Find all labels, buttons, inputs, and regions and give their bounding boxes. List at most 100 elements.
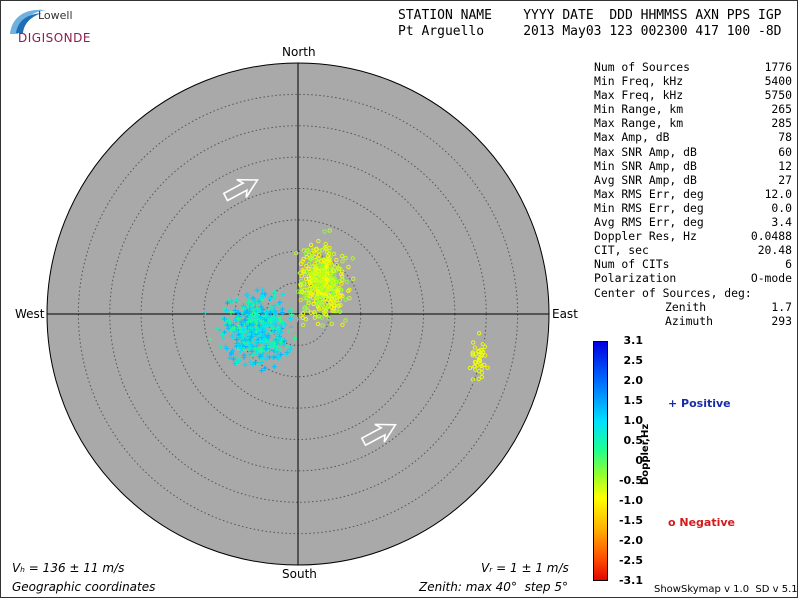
negative-source-point bbox=[339, 281, 344, 286]
positive-source-point bbox=[253, 320, 259, 326]
stat-value: 12.0 bbox=[764, 186, 792, 201]
stat-value: 60 bbox=[778, 144, 792, 159]
positive-source-point bbox=[240, 310, 246, 316]
positive-source-point bbox=[232, 308, 238, 314]
positive-source-point bbox=[241, 340, 247, 346]
stat-row: Max RMS Err, deg 12.0 bbox=[594, 187, 792, 201]
stat-value: 0.0 bbox=[771, 200, 792, 215]
logo-swoosh-icon bbox=[10, 9, 46, 34]
negative-source-point bbox=[311, 263, 316, 269]
negative-source-point bbox=[316, 314, 321, 319]
colorbar-tick-label: 2.0 bbox=[623, 374, 644, 387]
positive-source-point bbox=[284, 350, 290, 356]
stat-label: Min RMS Err, deg bbox=[594, 200, 704, 215]
colorbar-tick-label: -2.0 bbox=[618, 534, 643, 547]
negative-source-point bbox=[332, 273, 337, 278]
positive-source-point bbox=[207, 336, 213, 342]
negative-source-point bbox=[300, 315, 305, 321]
negative-source-point bbox=[339, 272, 344, 277]
negative-source-point bbox=[317, 279, 322, 285]
negative-source-point bbox=[300, 311, 306, 316]
negative-source-point bbox=[472, 359, 478, 365]
negative-source-point bbox=[331, 291, 336, 296]
positive-source-point bbox=[237, 325, 243, 331]
negative-source-point bbox=[316, 282, 322, 287]
negative-source-point bbox=[343, 255, 348, 261]
positive-source-point bbox=[241, 334, 247, 340]
stat-label: Min Range, km bbox=[594, 102, 684, 117]
negative-source-point bbox=[312, 254, 318, 260]
positive-source-point bbox=[250, 337, 256, 343]
stat-value: 0.0488 bbox=[750, 229, 792, 244]
positive-source-point bbox=[246, 325, 252, 331]
positive-source-point bbox=[257, 338, 263, 344]
negative-source-point bbox=[299, 273, 304, 279]
negative-source-point bbox=[321, 310, 327, 315]
negative-source-point bbox=[317, 277, 322, 282]
stat-label: Max Range, km bbox=[594, 116, 684, 131]
compass-east: East bbox=[552, 307, 578, 321]
negative-source-point bbox=[331, 268, 337, 274]
negative-source-point bbox=[327, 267, 332, 273]
positive-source-point bbox=[242, 317, 248, 323]
negative-source-point bbox=[326, 251, 332, 256]
negative-source-point bbox=[334, 257, 339, 263]
negative-source-point bbox=[329, 280, 334, 285]
colorbar-tick-label: 2.5 bbox=[623, 354, 644, 367]
positive-source-point bbox=[266, 340, 272, 346]
legend-negative: o Negative bbox=[668, 516, 736, 529]
azimuth-value: 293 bbox=[771, 313, 792, 328]
negative-source-point bbox=[312, 276, 318, 281]
negative-source-point bbox=[340, 254, 345, 259]
negative-source-point bbox=[313, 294, 318, 299]
stat-value: 6 bbox=[785, 257, 792, 272]
azimuth-label: Azimuth bbox=[665, 313, 714, 328]
positive-source-point bbox=[284, 344, 290, 350]
positive-source-point bbox=[266, 334, 272, 340]
positive-source-point bbox=[242, 362, 248, 368]
positive-source-point bbox=[277, 308, 283, 314]
positive-source-point bbox=[235, 295, 241, 301]
colorbar-tick-label: 1.5 bbox=[623, 394, 644, 407]
negative-source-point bbox=[311, 279, 317, 284]
skymap-plot bbox=[46, 62, 550, 566]
positive-source-point bbox=[246, 352, 252, 358]
stat-row: Max Range, km 285 bbox=[594, 116, 792, 130]
negative-source-point bbox=[343, 318, 348, 323]
positive-source-point bbox=[250, 302, 256, 308]
negative-source-point bbox=[297, 270, 303, 276]
negative-source-point bbox=[479, 352, 484, 357]
positive-source-point bbox=[288, 306, 294, 312]
positive-source-point bbox=[285, 328, 291, 334]
negative-source-point bbox=[315, 321, 321, 327]
negative-source-point bbox=[315, 270, 320, 275]
negative-source-point bbox=[299, 278, 304, 284]
positive-source-point bbox=[275, 353, 281, 359]
positive-source-point bbox=[219, 315, 225, 321]
negative-source-point bbox=[324, 257, 329, 262]
negative-source-point bbox=[320, 285, 325, 290]
positive-source-point bbox=[234, 337, 240, 343]
negative-source-point bbox=[299, 289, 304, 294]
stat-value: 1776 bbox=[764, 60, 792, 74]
negative-source-point bbox=[306, 298, 311, 303]
stat-label: Avg SNR Amp, dB bbox=[594, 172, 697, 187]
stat-row: Polarization O-mode bbox=[594, 271, 792, 285]
negative-source-point bbox=[319, 299, 324, 305]
negative-source-point bbox=[316, 252, 322, 258]
stat-label: Min Freq, kHz bbox=[594, 74, 684, 89]
colorbar-tick-label: 0 bbox=[635, 454, 643, 467]
positive-source-point bbox=[256, 323, 262, 329]
negative-source-point bbox=[331, 299, 336, 304]
positive-source-point bbox=[256, 361, 262, 367]
positive-source-point bbox=[267, 310, 273, 316]
stat-label: Num of Sources bbox=[594, 60, 691, 74]
logo-main-text: DIGISONDE bbox=[18, 31, 91, 45]
negative-source-point bbox=[320, 323, 325, 328]
stat-label: Min SNR Amp, dB bbox=[594, 158, 697, 173]
colorbar-title: Doppler,Hz bbox=[640, 423, 651, 485]
negative-source-point bbox=[351, 276, 356, 281]
positive-source-point bbox=[245, 292, 251, 298]
negative-source-point bbox=[308, 242, 314, 248]
negative-source-point bbox=[316, 289, 321, 294]
